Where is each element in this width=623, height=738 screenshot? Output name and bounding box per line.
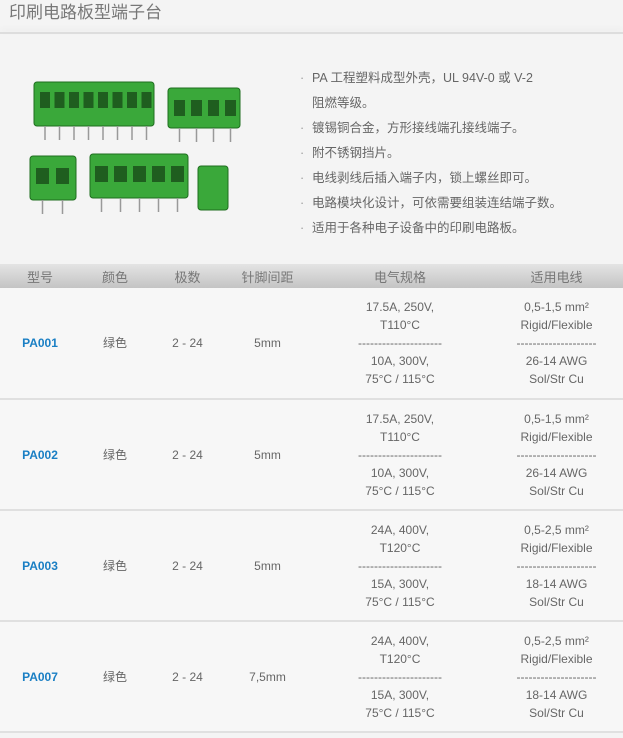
table-row: PA003 绿色 2 - 24 5mm 24A, 400V, T120°C --------… (0, 510, 623, 622)
bullet: · (300, 121, 305, 135)
spec-line: 17.5A, 250V, (365, 300, 435, 314)
feature-item: · 附不锈钢挡片。 (300, 141, 620, 166)
spec-line: -------------------- (516, 558, 597, 573)
spec-line: 10A, 300V, (370, 465, 430, 480)
spec-line: Rigid/Flexible (520, 651, 593, 666)
spec-line: T110°C (380, 429, 420, 444)
cell-color: 绿色 (80, 288, 150, 400)
spec-line: 75°C / 115°C (365, 594, 435, 609)
spec-line: --------------------- (358, 336, 442, 350)
spec-line: T120°C (379, 651, 421, 666)
cell-wire: 0,5-1,5 mm² Rigid/Flexible ---------------… (490, 399, 623, 511)
cell-wire: 0,5-2,5 mm² Rigid/Flexible ---------------… (490, 510, 623, 622)
spec-line: 75°C / 115°C (365, 705, 435, 720)
feature-text: 电路模块化设计，可依需要组装连结端子数。 (312, 196, 563, 210)
bullet: · (300, 146, 305, 160)
bullet: · (300, 196, 305, 210)
feature-text: 阻燃等级。 (312, 96, 375, 110)
spec-line: -------------------- (516, 447, 597, 462)
spec-line: 75°C / 115°C (365, 483, 435, 498)
cell-model[interactable]: PA001 (0, 288, 80, 400)
column-header: 适用电线 (490, 264, 623, 288)
feature-text: PA 工程塑料成型外壳，UL 94V-0 或 V-2 (312, 71, 533, 85)
spec-line: 15A, 300V, (370, 576, 430, 591)
feature-text: 电线剥线后插入端子内，锁上螺丝即可。 (312, 171, 538, 185)
feature-list: · PA 工程塑料成型外壳，UL 94V-0 或 V-2 阻燃等级。 · 镀锡铜合金，… (300, 66, 620, 241)
spec-line: Sol/Str Cu (529, 372, 584, 386)
cell-pitch: 5mm (225, 288, 310, 400)
cell-pitch: 7,5mm (225, 621, 310, 733)
cell-wire: 0,5-1,5 mm² Rigid/Flexible ---------------… (490, 288, 623, 400)
table-row: PA002 绿色 2 - 24 5mm 17.5A, 250V, T110°C ------… (0, 399, 623, 511)
spec-line: -------------------- (516, 669, 597, 684)
table-row: PA001 绿色 2 - 24 5mm 17.5A, 250V, T110°C ------… (0, 288, 623, 400)
spec-line: Rigid/Flexible (520, 318, 593, 332)
cell-pitch: 5mm (225, 399, 310, 511)
spec-line: 75°C / 115°C (365, 372, 435, 386)
bullet: · (300, 221, 305, 235)
cell-model[interactable]: PA002 (0, 399, 80, 511)
spec-line: --------------------- (358, 558, 442, 573)
bullet: · (300, 171, 305, 185)
spec-line: 0,5-2,5 mm² (524, 633, 589, 648)
feature-text: 附不锈钢挡片。 (312, 146, 400, 160)
spec-line: Sol/Str Cu (529, 705, 584, 720)
cell-poles: 2 - 24 (150, 399, 225, 511)
spec-line: 0,5-1,5 mm² (524, 300, 589, 314)
spec-line: 26-14 AWG (525, 465, 588, 480)
cell-poles: 2 - 24 (150, 621, 225, 733)
column-header: 极数 (150, 264, 225, 288)
spec-line: T120°C (379, 540, 421, 555)
bullet: · (300, 71, 305, 85)
spec-line: 26-14 AWG (525, 354, 588, 368)
spec-line: 17.5A, 250V, (365, 411, 435, 426)
column-header: 针脚间距 (225, 264, 310, 288)
product-photo (29, 81, 241, 214)
feature-item: · 镀锡铜合金，方形接线端孔接线端子。 (300, 116, 620, 141)
feature-item: · 适用于各种电子设备中的印刷电路板。 (300, 216, 620, 241)
feature-item: · PA 工程塑料成型外壳，UL 94V-0 或 V-2 (300, 66, 620, 91)
spec-line: 24A, 400V, (370, 633, 430, 648)
feature-item: · 电路模块化设计，可依需要组装连结端子数。 (300, 191, 620, 216)
spec-line: 18-14 AWG (525, 687, 588, 702)
cell-color: 绿色 (80, 510, 150, 622)
column-header: 颜色 (80, 264, 150, 288)
cell-pitch: 5mm (225, 510, 310, 622)
spec-line: Sol/Str Cu (529, 483, 584, 498)
feature-text: 镀锡铜合金，方形接线端孔接线端子。 (312, 121, 525, 135)
feature-text: 适用于各种电子设备中的印刷电路板。 (312, 221, 525, 235)
spec-line: 15A, 300V, (370, 687, 430, 702)
spec-line: Rigid/Flexible (520, 540, 593, 555)
column-header: 型号 (0, 264, 80, 288)
cell-wire: 0,5-2,5 mm² Rigid/Flexible ---------------… (490, 621, 623, 733)
feature-item: 阻燃等级。 (300, 91, 620, 116)
cell-model[interactable]: PA007 (0, 621, 80, 733)
cell-color: 绿色 (80, 399, 150, 511)
spec-line: 10A, 300V, (370, 354, 430, 368)
spec-line: T110°C (380, 318, 420, 332)
cell-elec: 17.5A, 250V, T110°C --------------------- 1… (310, 288, 490, 400)
spec-table: 型号 颜色 极数 针脚间距 电气规格 适用电线 PA001 绿色 2 - 24 5mm 17.5A… (0, 264, 623, 733)
spec-line: 18-14 AWG (525, 576, 588, 591)
cell-elec: 24A, 400V, T120°C --------------------- 15A… (310, 510, 490, 622)
cell-elec: 24A, 400V, T120°C --------------------- 15A… (310, 621, 490, 733)
cell-elec: 17.5A, 250V, T110°C --------------------- 1… (310, 399, 490, 511)
cell-color: 绿色 (80, 621, 150, 733)
spec-line: Rigid/Flexible (520, 429, 593, 444)
spec-line: 0,5-1,5 mm² (524, 411, 589, 426)
feature-item: · 电线剥线后插入端子内，锁上螺丝即可。 (300, 166, 620, 191)
spec-line: --------------------- (358, 669, 442, 684)
spec-line: -------------------- (516, 336, 597, 350)
cell-model[interactable]: PA003 (0, 510, 80, 622)
spec-line: 24A, 400V, (370, 522, 430, 537)
spec-line: Sol/Str Cu (529, 594, 584, 609)
cell-poles: 2 - 24 (150, 288, 225, 400)
spec-line: --------------------- (358, 447, 442, 462)
column-header: 电气规格 (310, 264, 490, 288)
spec-line: 0,5-2,5 mm² (524, 522, 589, 537)
divider (0, 32, 623, 34)
page-title: 印刷电路板型端子台 (9, 3, 162, 22)
table-row: PA007 绿色 2 - 24 7,5mm 24A, 400V, T120°C ------… (0, 621, 623, 733)
cell-poles: 2 - 24 (150, 510, 225, 622)
